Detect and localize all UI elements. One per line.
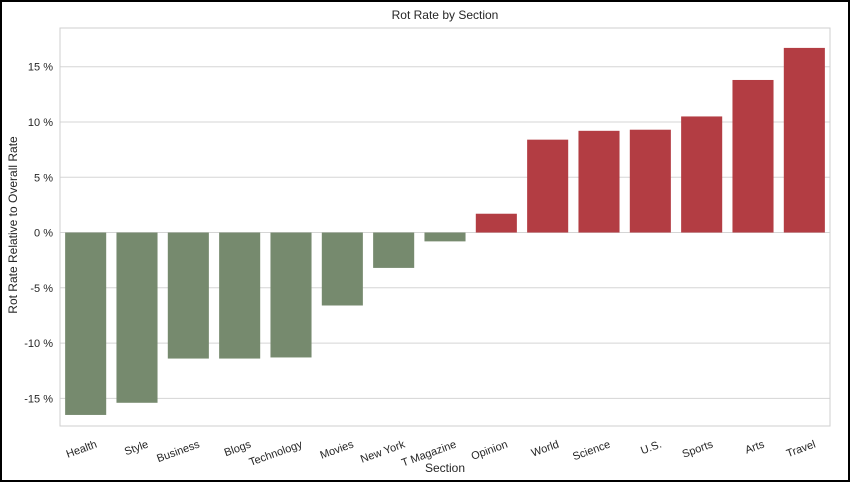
x-tick-label: New York [359,438,407,465]
x-tick-label: Health [65,439,99,461]
x-tick-label: Opinion [470,439,510,463]
x-tick-label: Arts [744,438,767,456]
y-tick-labels: 15 % 10 % 5 % 0 % -5 % -10 % -15 % [24,62,53,406]
bar-health [65,232,107,415]
y-tick-label: -15 % [24,393,53,405]
bar-u-s [629,129,671,233]
x-tick-label: Blogs [223,438,253,459]
bar-technology [270,232,312,358]
x-tick-label: Science [571,439,612,464]
bars [65,47,825,415]
chart-title: Rot Rate by Section [392,8,499,22]
bar-opinion [475,213,517,233]
bar-travel [783,47,825,233]
x-tick-label: Travel [785,439,817,461]
x-tick-label: U.S. [639,439,663,458]
x-tick-label: World [530,439,561,460]
bar-style [116,232,158,403]
y-tick-label: -10 % [24,338,53,350]
y-tick-label: 10 % [28,117,53,129]
bar-blogs [219,232,261,359]
bar-sports [681,116,723,233]
bar-world [527,139,569,233]
y-tick-label: 5 % [34,172,53,184]
x-tick-label: Business [155,438,202,465]
y-tick-label: 0 % [34,228,53,240]
x-tick-label: Movies [319,438,356,461]
bar-science [578,130,620,233]
y-tick-label: -5 % [30,283,53,295]
y-tick-label: 15 % [28,62,53,74]
bar-movies [321,232,363,306]
bar-t-magazine [424,232,466,242]
bar-new-york [373,232,415,268]
bar-arts [732,79,774,233]
plot-area-border [59,27,831,427]
y-axis-label: Rot Rate Relative to Overall Rate [6,136,20,314]
x-tick-label: Technology [248,438,305,468]
x-tick-label: Sports [681,438,715,460]
x-axis-label: Section [425,461,465,475]
x-tick-label: Style [123,439,150,459]
bar-business [167,232,209,359]
